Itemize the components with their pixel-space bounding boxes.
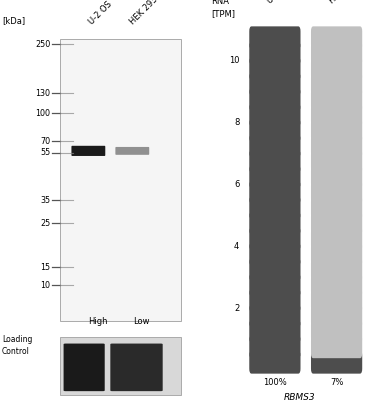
Text: 250: 250 bbox=[35, 40, 50, 49]
FancyBboxPatch shape bbox=[249, 351, 301, 374]
Text: 2: 2 bbox=[234, 304, 239, 313]
FancyBboxPatch shape bbox=[249, 181, 301, 204]
FancyBboxPatch shape bbox=[311, 212, 362, 234]
FancyBboxPatch shape bbox=[249, 196, 301, 219]
FancyBboxPatch shape bbox=[311, 320, 362, 343]
Text: 55: 55 bbox=[40, 148, 50, 157]
FancyBboxPatch shape bbox=[311, 88, 362, 111]
FancyBboxPatch shape bbox=[249, 243, 301, 266]
FancyBboxPatch shape bbox=[249, 274, 301, 296]
FancyBboxPatch shape bbox=[311, 274, 362, 296]
FancyBboxPatch shape bbox=[115, 147, 149, 155]
FancyBboxPatch shape bbox=[311, 134, 362, 157]
FancyBboxPatch shape bbox=[311, 104, 362, 126]
Text: U-2 OS: U-2 OS bbox=[266, 0, 293, 6]
FancyBboxPatch shape bbox=[249, 304, 301, 327]
Text: 25: 25 bbox=[40, 218, 50, 228]
FancyBboxPatch shape bbox=[311, 119, 362, 142]
FancyBboxPatch shape bbox=[311, 73, 362, 96]
Text: RNA: RNA bbox=[211, 0, 229, 6]
FancyBboxPatch shape bbox=[311, 42, 362, 64]
Text: HEK 293: HEK 293 bbox=[327, 0, 360, 6]
Text: Loading
Control: Loading Control bbox=[2, 335, 32, 356]
FancyBboxPatch shape bbox=[311, 258, 362, 281]
FancyBboxPatch shape bbox=[249, 26, 301, 49]
FancyBboxPatch shape bbox=[311, 304, 362, 327]
Text: HEK 293: HEK 293 bbox=[128, 0, 160, 26]
FancyBboxPatch shape bbox=[311, 336, 362, 358]
FancyBboxPatch shape bbox=[110, 344, 163, 391]
Text: 130: 130 bbox=[36, 89, 50, 98]
FancyBboxPatch shape bbox=[311, 243, 362, 266]
Text: [TPM]: [TPM] bbox=[211, 9, 235, 18]
FancyBboxPatch shape bbox=[71, 146, 105, 156]
FancyBboxPatch shape bbox=[249, 289, 301, 312]
Text: RBMS3: RBMS3 bbox=[283, 393, 315, 400]
Text: 15: 15 bbox=[40, 263, 50, 272]
Text: 6: 6 bbox=[234, 180, 239, 189]
FancyBboxPatch shape bbox=[249, 57, 301, 80]
FancyBboxPatch shape bbox=[60, 39, 181, 322]
FancyBboxPatch shape bbox=[249, 166, 301, 188]
FancyBboxPatch shape bbox=[311, 166, 362, 188]
FancyBboxPatch shape bbox=[249, 104, 301, 126]
Text: 10: 10 bbox=[40, 281, 50, 290]
FancyBboxPatch shape bbox=[249, 227, 301, 250]
FancyBboxPatch shape bbox=[249, 73, 301, 96]
FancyBboxPatch shape bbox=[249, 119, 301, 142]
FancyBboxPatch shape bbox=[249, 150, 301, 173]
Text: 7%: 7% bbox=[330, 378, 343, 387]
FancyBboxPatch shape bbox=[249, 134, 301, 157]
FancyBboxPatch shape bbox=[249, 258, 301, 281]
Text: Low: Low bbox=[133, 317, 150, 326]
Text: 100%: 100% bbox=[263, 378, 287, 387]
FancyBboxPatch shape bbox=[311, 150, 362, 173]
FancyBboxPatch shape bbox=[311, 351, 362, 374]
FancyBboxPatch shape bbox=[311, 181, 362, 204]
FancyBboxPatch shape bbox=[311, 227, 362, 250]
FancyBboxPatch shape bbox=[249, 88, 301, 111]
Text: High: High bbox=[88, 317, 108, 326]
FancyBboxPatch shape bbox=[249, 42, 301, 64]
Text: U-2 OS: U-2 OS bbox=[87, 0, 114, 26]
FancyBboxPatch shape bbox=[249, 336, 301, 358]
Text: 35: 35 bbox=[40, 196, 50, 204]
FancyBboxPatch shape bbox=[311, 289, 362, 312]
FancyBboxPatch shape bbox=[311, 57, 362, 80]
FancyBboxPatch shape bbox=[249, 320, 301, 343]
Text: [kDa]: [kDa] bbox=[2, 16, 25, 26]
Text: 10: 10 bbox=[229, 56, 239, 66]
FancyBboxPatch shape bbox=[60, 338, 181, 394]
FancyBboxPatch shape bbox=[64, 344, 105, 391]
Text: 8: 8 bbox=[234, 118, 239, 127]
Text: 70: 70 bbox=[40, 136, 50, 146]
Text: 100: 100 bbox=[36, 109, 50, 118]
FancyBboxPatch shape bbox=[311, 196, 362, 219]
FancyBboxPatch shape bbox=[311, 26, 362, 49]
FancyBboxPatch shape bbox=[249, 212, 301, 234]
Text: 4: 4 bbox=[234, 242, 239, 251]
